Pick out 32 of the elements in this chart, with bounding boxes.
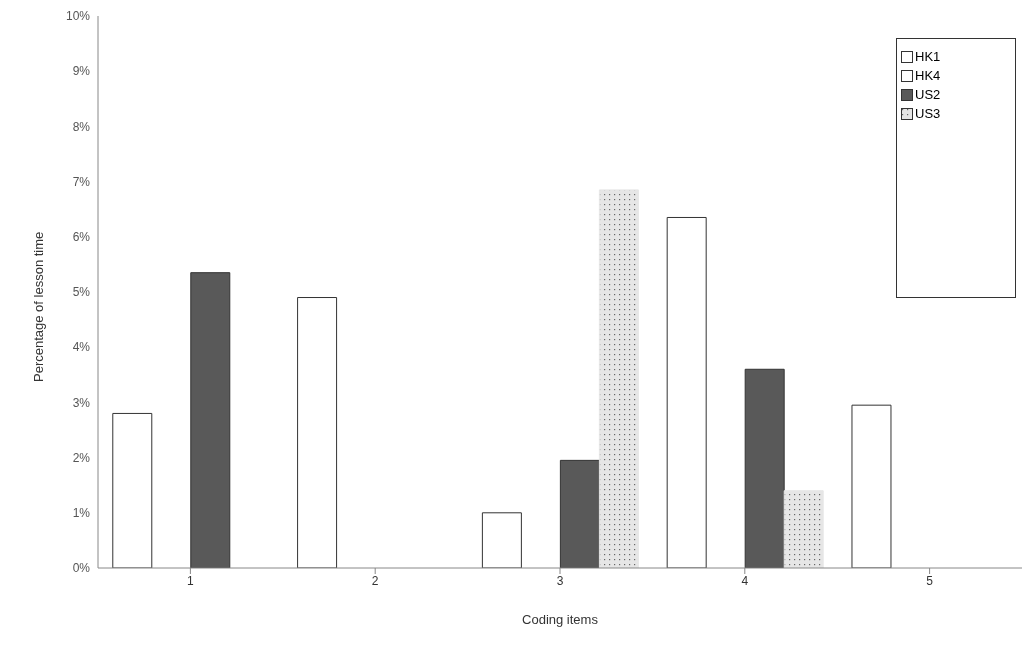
y-tick-label: 5% (72, 285, 91, 300)
y-tick-label: 7% (72, 174, 91, 189)
y-tick-label: 8% (72, 119, 91, 134)
bar (851, 404, 892, 568)
x-tick-label: 3 (556, 573, 564, 588)
y-tick-label: 10% (65, 9, 91, 24)
x-axis-title: Coding items (522, 612, 599, 627)
bar (598, 189, 639, 568)
x-tick-label: 2 (371, 573, 379, 588)
y-tick-label: 4% (72, 340, 91, 355)
bar (112, 412, 153, 568)
y-axis-title: Percentage of lesson time (30, 231, 46, 382)
y-tick-label: 0% (72, 561, 91, 576)
x-tick-label: 5 (926, 573, 934, 588)
y-tick-label: 2% (72, 450, 91, 465)
bar (190, 272, 231, 568)
bar (559, 459, 600, 568)
bar (666, 216, 707, 568)
y-tick-label: 3% (72, 395, 91, 410)
x-tick-label: 1 (187, 573, 195, 588)
y-tick-label: 1% (72, 506, 91, 521)
y-tick-label: 6% (72, 230, 91, 245)
legend-label: HK1 (915, 48, 941, 66)
bar (744, 368, 785, 568)
bar (783, 490, 824, 568)
legend-label: US3 (915, 105, 941, 123)
x-tick-label: 4 (741, 573, 749, 588)
bar (297, 297, 338, 568)
y-tick-label: 9% (72, 64, 91, 79)
legend-label: US2 (915, 86, 941, 104)
bar (481, 512, 522, 568)
legend-label: HK4 (915, 67, 941, 85)
